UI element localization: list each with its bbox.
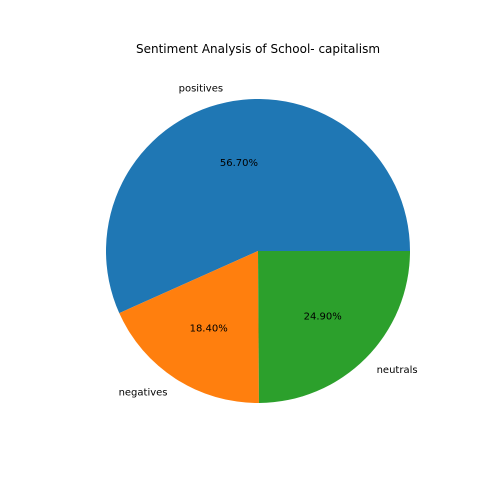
- pie-slice-neutrals: [258, 251, 410, 403]
- chart-title: Sentiment Analysis of School- capitalism: [136, 42, 380, 56]
- pie-labels: positives 56.70% negatives 18.40% neutrals 24…: [119, 83, 418, 398]
- pie-slice-negatives: [119, 251, 259, 403]
- percent-label-positives: 56.70%: [220, 158, 258, 169]
- slice-label-neutrals: neutrals: [377, 365, 418, 376]
- pie-slice-positives: [106, 99, 410, 314]
- pie-slices: [106, 99, 410, 403]
- percent-label-negatives: 18.40%: [190, 324, 228, 335]
- slice-label-positives: positives: [179, 83, 223, 94]
- percent-label-neutrals: 24.90%: [304, 311, 342, 322]
- slice-label-negatives: negatives: [119, 388, 168, 399]
